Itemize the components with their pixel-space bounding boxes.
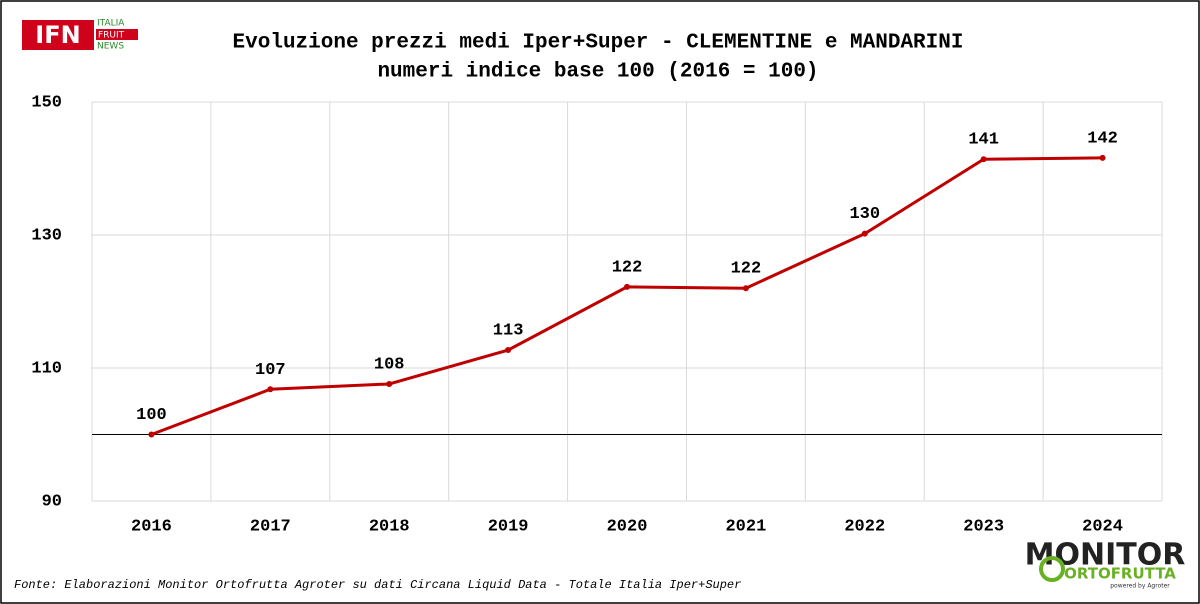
- x-tick-label: 2021: [725, 517, 766, 536]
- x-tick-label: 2018: [369, 517, 410, 536]
- x-tick-label: 2020: [607, 517, 648, 536]
- logo-box: [22, 20, 94, 50]
- source: Fonte: Elaborazioni Monitor Ortofrutta A…: [14, 578, 741, 592]
- brand-powered: powered by Agroter: [1110, 583, 1170, 590]
- point: [742, 285, 749, 292]
- value-label: 130: [849, 205, 880, 224]
- logo-band: [96, 29, 138, 40]
- brand-sub: ORTOFRUTTA: [1064, 565, 1176, 583]
- ifn-logo: IFN ITALIA FRUIT NEWS: [22, 19, 138, 52]
- value-label: 141: [968, 131, 999, 150]
- logo-line: ITALIA: [97, 19, 125, 29]
- logo-text: IFN: [35, 21, 80, 49]
- y-tick-label: 110: [31, 359, 62, 378]
- point: [267, 386, 274, 393]
- point: [148, 431, 155, 438]
- y-tick-label: 90: [42, 492, 62, 511]
- brand-icon: [1039, 556, 1065, 582]
- value-label: 107: [255, 361, 286, 380]
- brand-logo: MONITOR ORTOFRUTTA powered by Agroter: [1025, 538, 1186, 590]
- logo-line: NEWS: [97, 42, 124, 52]
- point: [386, 380, 393, 387]
- value-label: 142: [1087, 129, 1118, 148]
- x-tick-label: 2017: [250, 517, 291, 536]
- point: [861, 230, 868, 237]
- logo-line: FRUIT: [98, 31, 125, 41]
- x-tick-label: 2023: [963, 517, 1004, 536]
- x-tick-label: 2016: [131, 517, 172, 536]
- value-label: 122: [731, 260, 762, 279]
- point: [980, 156, 987, 163]
- point: [505, 347, 512, 354]
- x-tick-label: 2019: [488, 517, 529, 536]
- brand-name: MONITOR: [1025, 538, 1186, 573]
- y-tick-label: 130: [31, 226, 62, 245]
- y-tick-label: 150: [31, 93, 62, 112]
- value-label: 113: [493, 322, 524, 341]
- point: [1099, 154, 1106, 161]
- value-label: 108: [374, 355, 405, 374]
- x-tick-label: 2022: [844, 517, 885, 536]
- chart-title: Evoluzione prezzi medi Iper+Super - CLEM…: [233, 32, 964, 55]
- point: [624, 283, 630, 290]
- value-label: 100: [136, 406, 167, 425]
- x-tick-label: 2024: [1082, 517, 1123, 536]
- value-label: 122: [612, 258, 643, 277]
- chart-subtitle: numeri indice base 100 (2016 = 100): [377, 61, 818, 84]
